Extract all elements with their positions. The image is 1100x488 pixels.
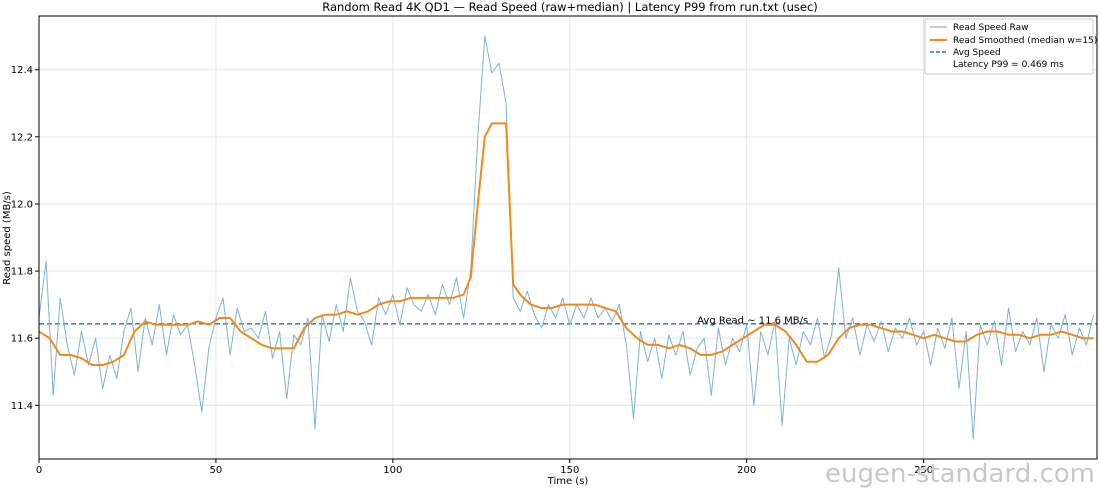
- annotation-avg-read: Avg Read ~ 11.6 MB/s: [697, 315, 808, 326]
- x-tick-label: 100: [383, 465, 402, 476]
- legend-box: [924, 18, 1094, 75]
- chart-title: Random Read 4K QD1 — Read Speed (raw+med…: [322, 0, 818, 14]
- x-tick-label: 250: [914, 465, 933, 476]
- plot-frame: [38, 15, 1098, 460]
- y-tick-label: 11.6: [11, 334, 33, 345]
- series-line-smoothed: [38, 122, 1094, 366]
- y-tick-label: 12.0: [11, 199, 33, 210]
- legend-label-smoothed: Read Smoothed (median w=15): [953, 36, 1097, 46]
- y-tick-label: 11.8: [11, 267, 33, 278]
- x-axis-ticks: 0 50 100 150 200 250: [36, 459, 933, 476]
- x-tick-label: 150: [560, 465, 579, 476]
- y-tick-label: 11.4: [11, 401, 33, 412]
- y-axis-ticks: 11.4 11.6 11.8 12.0 12.2 12.4: [11, 65, 39, 412]
- series-line-raw: [38, 35, 1094, 440]
- grid: [38, 16, 1097, 459]
- y-tick-label: 12.2: [11, 132, 33, 143]
- y-axis-label: Read speed (MB/s): [2, 191, 13, 285]
- x-tick-label: 200: [737, 465, 756, 476]
- watermark: eugen-standard.com: [825, 459, 1095, 488]
- legend-label-raw: Read Speed Raw: [953, 23, 1028, 33]
- x-tick-label: 50: [210, 465, 223, 476]
- legend: Read Speed Raw Read Smoothed (median w=1…: [924, 18, 1097, 75]
- legend-label-avg: Avg Speed: [953, 48, 1001, 58]
- annotation-layer: Avg Read ~ 11.6 MB/s: [697, 315, 808, 326]
- x-axis-label: Time (s): [547, 476, 589, 487]
- raw-series-layer: [38, 35, 1094, 440]
- x-tick-label: 0: [36, 465, 42, 476]
- legend-latency-text: Latency P99 = 0.469 ms: [953, 60, 1064, 70]
- y-tick-label: 12.4: [11, 65, 33, 76]
- smoothed-series-layer: [38, 122, 1094, 366]
